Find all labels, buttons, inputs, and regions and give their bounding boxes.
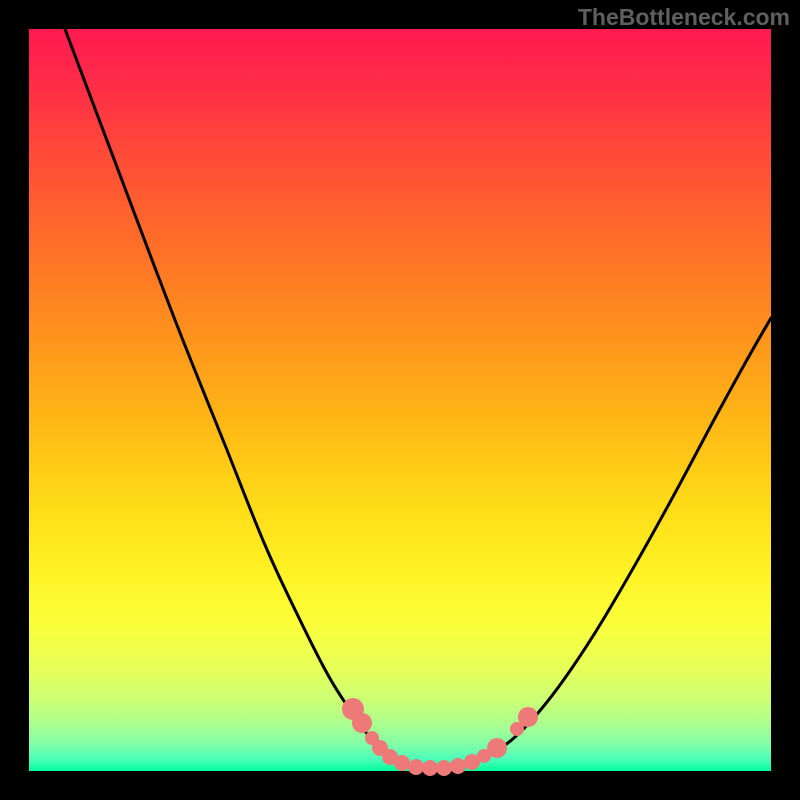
highlight-dot xyxy=(408,759,424,775)
highlight-dot xyxy=(450,758,466,774)
highlight-dot xyxy=(394,755,410,771)
highlight-dot xyxy=(436,760,452,776)
highlight-dot xyxy=(352,713,372,733)
watermark-text: TheBottleneck.com xyxy=(578,4,790,31)
chart-svg xyxy=(0,0,800,800)
highlight-dot xyxy=(487,738,507,758)
chart-frame: TheBottleneck.com xyxy=(0,0,800,800)
plot-background-gradient xyxy=(29,29,771,771)
highlight-dot xyxy=(422,760,438,776)
highlight-dot xyxy=(518,707,538,727)
